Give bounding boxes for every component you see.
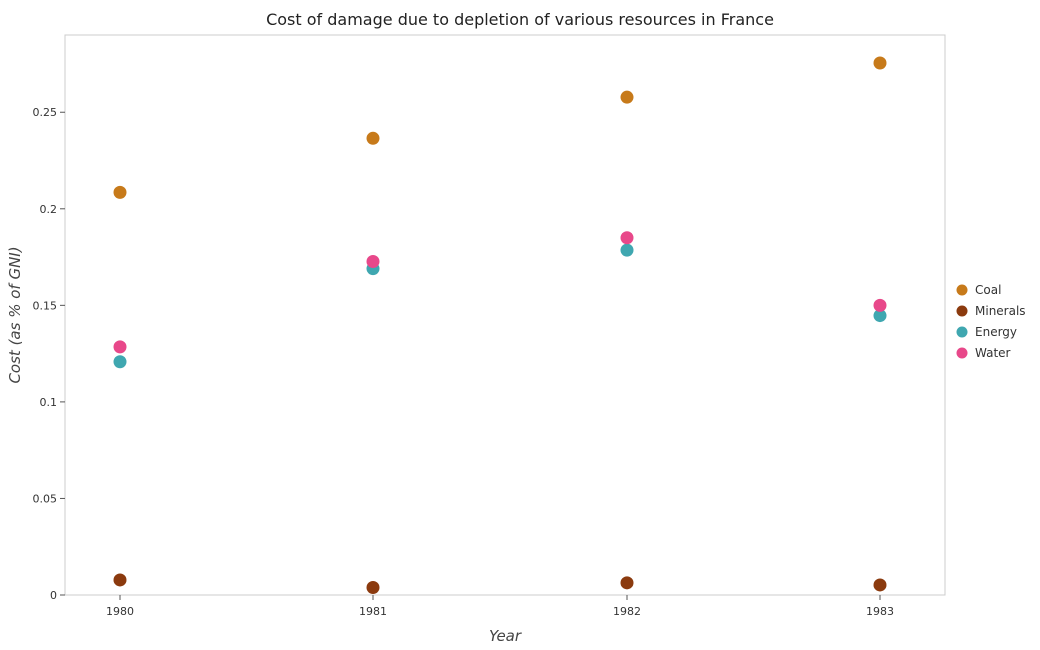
x-tick-label: 1982 [613,605,641,618]
chart-title: Cost of damage due to depletion of vario… [266,10,774,29]
y-tick-label: 0.15 [33,299,58,312]
legend-label-water: Water [975,346,1011,360]
legend-label-energy: Energy [975,325,1017,339]
x-tick-label: 1983 [866,605,894,618]
point-minerals-1982 [620,576,634,590]
point-water-1981 [366,255,380,269]
point-water-1983 [873,298,887,312]
y-axis-ticks: 0 0.05 0.1 0.15 0.2 0.25 [33,106,65,602]
legend-label-minerals: Minerals [975,304,1026,318]
y-tick-label: 0.05 [33,492,58,505]
x-axis-ticks: 1980 1981 1982 1983 [106,595,894,618]
point-minerals-1980 [113,573,127,587]
x-tick-label: 1981 [359,605,387,618]
point-energy-1983 [873,309,887,323]
legend-marker-minerals [956,305,968,317]
point-coal-1981 [366,131,380,145]
y-tick-label: 0.25 [33,106,58,119]
plot-area [64,34,946,596]
point-coal-1982 [620,90,634,104]
legend-marker-energy [956,326,968,338]
point-coal-1983 [873,56,887,70]
point-energy-1980 [113,355,127,369]
legend-marker-water [956,347,968,359]
x-axis-title: Year [489,627,522,645]
y-tick-label: 0.2 [40,203,58,216]
y-tick-label: 0.1 [40,396,58,409]
legend-label-coal: Coal [975,283,1001,297]
y-tick-label: 0 [50,589,57,602]
data-points [113,56,887,594]
point-coal-1980 [113,185,127,199]
y-axis-title: Cost (as % of GNI) [6,246,24,383]
legend: Coal Minerals Energy Water [956,283,1026,360]
point-water-1980 [113,340,127,354]
point-minerals-1981 [366,580,380,594]
legend-marker-coal [956,284,968,296]
point-energy-1982 [620,243,634,257]
point-water-1982 [620,231,634,245]
point-minerals-1983 [873,578,887,592]
x-tick-label: 1980 [106,605,134,618]
